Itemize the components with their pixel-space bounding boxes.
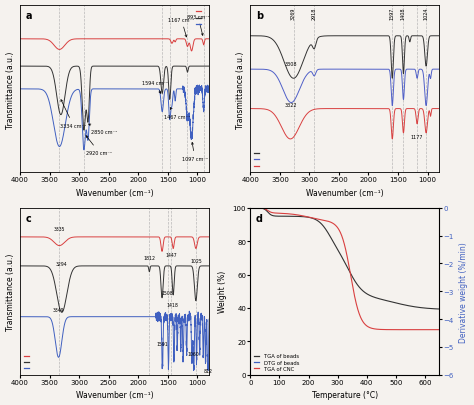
Text: 3334 cm⁻¹: 3334 cm⁻¹: [60, 100, 86, 128]
Text: 1024: 1024: [424, 8, 428, 20]
Legend: , , : , ,: [195, 9, 207, 29]
Text: 3335: 3335: [54, 226, 65, 232]
Text: 1097 cm⁻¹: 1097 cm⁻¹: [182, 143, 208, 162]
X-axis label: Temperature (°C): Temperature (°C): [312, 390, 378, 399]
Y-axis label: Weight (%): Weight (%): [218, 271, 227, 313]
Legend: TGA of beads, DTG of beads, TGA of CNC: TGA of beads, DTG of beads, TGA of CNC: [253, 352, 300, 372]
Text: 1177: 1177: [411, 134, 423, 140]
Text: 3322: 3322: [284, 103, 297, 108]
Text: 812: 812: [203, 369, 212, 373]
Text: 3349: 3349: [53, 307, 64, 313]
Text: 1591: 1591: [156, 341, 168, 346]
Text: 2920 cm⁻¹: 2920 cm⁻¹: [86, 136, 112, 156]
X-axis label: Wavenumber (cm⁻¹): Wavenumber (cm⁻¹): [76, 189, 154, 198]
Text: 3269: 3269: [291, 8, 296, 20]
Text: 1594 cm⁻¹: 1594 cm⁻¹: [142, 81, 168, 94]
Legend: , , : , ,: [23, 352, 34, 372]
Text: 1597: 1597: [390, 8, 395, 20]
Y-axis label: Derivative weight (%/min): Derivative weight (%/min): [459, 241, 468, 342]
Text: 1447: 1447: [165, 253, 177, 258]
Text: 3294: 3294: [56, 261, 68, 266]
Text: 1467 cm⁻¹: 1467 cm⁻¹: [164, 109, 190, 119]
Y-axis label: Transmittance (a.u.): Transmittance (a.u.): [6, 253, 15, 330]
Text: 1167 cm⁻¹: 1167 cm⁻¹: [168, 17, 194, 38]
Text: 2850 cm⁻¹: 2850 cm⁻¹: [89, 125, 117, 134]
Text: b: b: [256, 11, 263, 21]
Text: a: a: [26, 11, 32, 21]
Text: 1060: 1060: [188, 351, 200, 356]
Text: 1508: 1508: [162, 290, 173, 295]
Legend: , , : , ,: [253, 151, 264, 170]
Text: 1025: 1025: [190, 258, 202, 263]
Text: 1408: 1408: [401, 8, 406, 20]
Text: 1418: 1418: [167, 302, 179, 307]
Text: c: c: [26, 213, 32, 223]
Text: 893 cm⁻¹: 893 cm⁻¹: [186, 15, 209, 36]
Text: 2918: 2918: [312, 8, 317, 20]
Y-axis label: Transmittance (a.u.): Transmittance (a.u.): [6, 51, 15, 128]
X-axis label: Wavenumber (cm⁻¹): Wavenumber (cm⁻¹): [306, 189, 383, 198]
X-axis label: Wavenumber (cm⁻¹): Wavenumber (cm⁻¹): [76, 390, 154, 399]
Text: d: d: [256, 213, 263, 223]
Text: 3308: 3308: [285, 62, 298, 67]
Text: 1812: 1812: [143, 256, 155, 260]
Y-axis label: Transmittance (a.u.): Transmittance (a.u.): [236, 51, 245, 128]
